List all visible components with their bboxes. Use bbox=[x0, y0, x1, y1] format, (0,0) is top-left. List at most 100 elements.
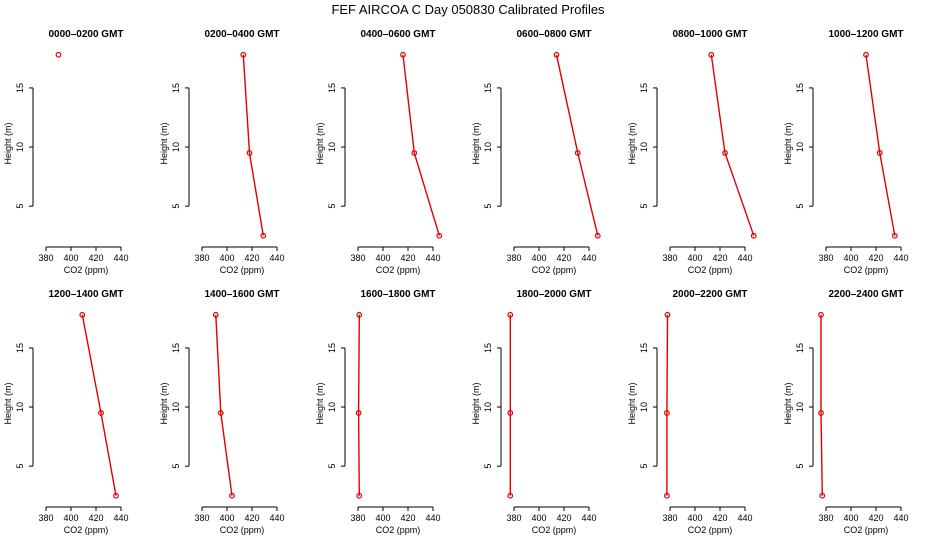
x-tick-label: 440 bbox=[893, 513, 908, 523]
y-tick-label: 15 bbox=[483, 83, 493, 93]
data-point bbox=[819, 492, 826, 499]
y-axis-label: Height (m) bbox=[315, 122, 325, 164]
x-axis-label: CO2 (ppm) bbox=[64, 265, 109, 275]
x-tick-label: 420 bbox=[712, 253, 727, 263]
x-tick-label: 420 bbox=[88, 513, 103, 523]
data-point bbox=[876, 150, 883, 156]
x-tick-label: 380 bbox=[506, 513, 521, 523]
panel-title: 0600–0800 GMT bbox=[516, 29, 591, 40]
data-point bbox=[863, 51, 869, 58]
x-axis-label: CO2 (ppm) bbox=[844, 525, 889, 535]
x-tick-label: 440 bbox=[113, 253, 128, 263]
y-tick-label: 15 bbox=[639, 343, 649, 353]
x-tick-label: 400 bbox=[63, 253, 78, 263]
x-tick-label: 380 bbox=[662, 253, 677, 263]
data-point bbox=[355, 410, 362, 416]
chart-panel: 1800–2000 GMT 380 400 420 440 CO2 (ppm) 5 10 15 H… bbox=[471, 289, 597, 535]
x-tick-label: 420 bbox=[712, 513, 727, 523]
x-axis-label: CO2 (ppm) bbox=[220, 525, 265, 535]
data-point bbox=[79, 311, 86, 318]
x-axis-label: CO2 (ppm) bbox=[532, 525, 577, 535]
y-tick-label: 5 bbox=[639, 204, 649, 209]
x-tick-label: 420 bbox=[556, 253, 571, 263]
chart-panel: 0200–0400 GMT 380 400 420 440 CO2 (ppm) 5 10 15 H… bbox=[159, 29, 285, 275]
x-axis-label: CO2 (ppm) bbox=[688, 525, 733, 535]
data-point bbox=[217, 410, 224, 416]
chart-panel: 0800–1000 GMT 380 400 420 440 CO2 (ppm) 5 10 15 H… bbox=[627, 29, 757, 275]
data-point bbox=[55, 51, 62, 58]
data-point bbox=[708, 51, 715, 58]
profile-line bbox=[242, 54, 264, 236]
panel-title: 0800–1000 GMT bbox=[672, 29, 747, 40]
x-tick-label: 420 bbox=[244, 513, 259, 523]
x-tick-label: 400 bbox=[375, 253, 390, 263]
chart-panel: 0400–0600 GMT 380 400 420 440 CO2 (ppm) 5 10 15 H… bbox=[315, 29, 443, 275]
data-point bbox=[891, 232, 898, 239]
profile-line bbox=[710, 54, 755, 236]
x-axis-label: CO2 (ppm) bbox=[376, 265, 421, 275]
data-point bbox=[212, 311, 219, 318]
x-tick-label: 380 bbox=[818, 253, 833, 263]
x-tick-label: 380 bbox=[662, 513, 677, 523]
panel-title: 1000–1200 GMT bbox=[828, 29, 903, 40]
y-tick-label: 5 bbox=[327, 464, 337, 469]
x-axis-label: CO2 (ppm) bbox=[844, 265, 889, 275]
y-tick-label: 15 bbox=[171, 83, 181, 93]
y-tick-label: 5 bbox=[171, 204, 181, 209]
y-tick-label: 15 bbox=[795, 83, 805, 93]
y-tick-label: 5 bbox=[795, 204, 805, 209]
y-tick-label: 10 bbox=[171, 402, 181, 412]
x-tick-label: 400 bbox=[843, 253, 858, 263]
panel-title: 2200–2400 GMT bbox=[828, 289, 903, 300]
x-axis-label: CO2 (ppm) bbox=[64, 525, 109, 535]
profile-line bbox=[81, 314, 117, 496]
y-tick-label: 10 bbox=[15, 402, 25, 412]
y-tick-label: 5 bbox=[639, 464, 649, 469]
x-tick-label: 400 bbox=[531, 253, 546, 263]
data-point bbox=[260, 232, 267, 239]
panel-title: 1200–1400 GMT bbox=[48, 289, 123, 300]
x-tick-label: 440 bbox=[425, 513, 440, 523]
profile-line bbox=[666, 314, 669, 496]
x-tick-label: 420 bbox=[400, 513, 415, 523]
chart-panel: 0000–0200 GMT 380 400 420 440 CO2 (ppm) 5 10 15 H… bbox=[3, 29, 129, 275]
x-tick-label: 380 bbox=[506, 253, 521, 263]
x-tick-label: 380 bbox=[350, 513, 365, 523]
chart-panel: 0600–0800 GMT 380 400 420 440 CO2 (ppm) 5 10 15 H… bbox=[471, 29, 601, 275]
y-tick-label: 15 bbox=[795, 343, 805, 353]
panel-title: 0400–0600 GMT bbox=[360, 29, 435, 40]
data-point bbox=[722, 150, 728, 156]
panel-title: 2000–2200 GMT bbox=[672, 289, 747, 300]
y-tick-label: 10 bbox=[639, 402, 649, 412]
x-tick-label: 440 bbox=[113, 513, 128, 523]
data-point bbox=[246, 150, 253, 156]
data-point bbox=[818, 311, 824, 318]
chart-panel: 1200–1400 GMT 380 400 420 440 CO2 (ppm) 5 10 15 H… bbox=[3, 289, 129, 535]
panel-title: 0200–0400 GMT bbox=[204, 29, 279, 40]
x-tick-label: 420 bbox=[556, 513, 571, 523]
data-point bbox=[664, 311, 671, 318]
profile-line bbox=[402, 54, 440, 236]
x-tick-label: 440 bbox=[737, 513, 752, 523]
y-axis-label: Height (m) bbox=[471, 382, 481, 424]
x-tick-label: 400 bbox=[843, 513, 858, 523]
data-point bbox=[436, 232, 443, 239]
figure-title: FEF AIRCOA C Day 050830 Calibrated Profi… bbox=[331, 2, 605, 17]
data-point bbox=[818, 410, 824, 416]
x-tick-label: 380 bbox=[194, 513, 209, 523]
chart-panel: 2200–2400 GMT 380 400 420 440 CO2 (ppm) 5 10 15 H… bbox=[783, 289, 909, 535]
y-tick-label: 5 bbox=[795, 464, 805, 469]
y-axis-label: Height (m) bbox=[3, 382, 13, 424]
y-tick-label: 10 bbox=[483, 402, 493, 412]
x-tick-label: 380 bbox=[38, 253, 53, 263]
profile-line bbox=[357, 314, 360, 496]
y-tick-label: 10 bbox=[795, 142, 805, 152]
panel-grid: 0000–0200 GMT 380 400 420 440 CO2 (ppm) 5 10 15 H… bbox=[3, 29, 909, 535]
data-point bbox=[98, 410, 104, 416]
x-tick-label: 380 bbox=[194, 253, 209, 263]
panel-title: 1600–1800 GMT bbox=[360, 289, 435, 300]
chart-panel: 1000–1200 GMT 380 400 420 440 CO2 (ppm) 5 10 15 H… bbox=[783, 29, 909, 275]
chart-panel: 1400–1600 GMT 380 400 420 440 CO2 (ppm) 5 10 15 H… bbox=[159, 289, 285, 535]
y-tick-label: 15 bbox=[327, 83, 337, 93]
data-point bbox=[553, 51, 560, 58]
